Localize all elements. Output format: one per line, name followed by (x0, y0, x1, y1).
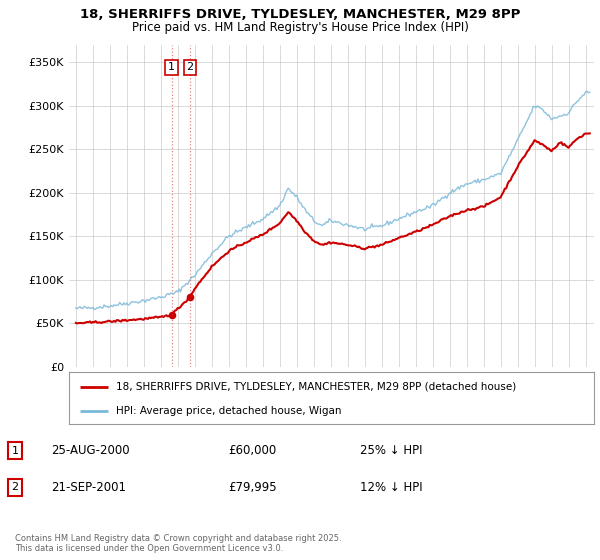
Text: 18, SHERRIFFS DRIVE, TYLDESLEY, MANCHESTER, M29 8PP: 18, SHERRIFFS DRIVE, TYLDESLEY, MANCHEST… (80, 8, 520, 21)
Text: £79,995: £79,995 (228, 480, 277, 494)
Text: 25-AUG-2000: 25-AUG-2000 (51, 444, 130, 458)
Text: Contains HM Land Registry data © Crown copyright and database right 2025.
This d: Contains HM Land Registry data © Crown c… (15, 534, 341, 553)
Text: 1: 1 (11, 446, 19, 456)
Text: HPI: Average price, detached house, Wigan: HPI: Average price, detached house, Wiga… (116, 407, 342, 417)
Text: 1: 1 (168, 62, 175, 72)
Text: 2: 2 (187, 62, 194, 72)
Text: 12% ↓ HPI: 12% ↓ HPI (360, 480, 422, 494)
Text: 25% ↓ HPI: 25% ↓ HPI (360, 444, 422, 458)
Text: Price paid vs. HM Land Registry's House Price Index (HPI): Price paid vs. HM Land Registry's House … (131, 21, 469, 34)
Text: 21-SEP-2001: 21-SEP-2001 (51, 480, 126, 494)
Text: £60,000: £60,000 (228, 444, 276, 458)
Text: 2: 2 (11, 482, 19, 492)
Text: 18, SHERRIFFS DRIVE, TYLDESLEY, MANCHESTER, M29 8PP (detached house): 18, SHERRIFFS DRIVE, TYLDESLEY, MANCHEST… (116, 382, 517, 392)
